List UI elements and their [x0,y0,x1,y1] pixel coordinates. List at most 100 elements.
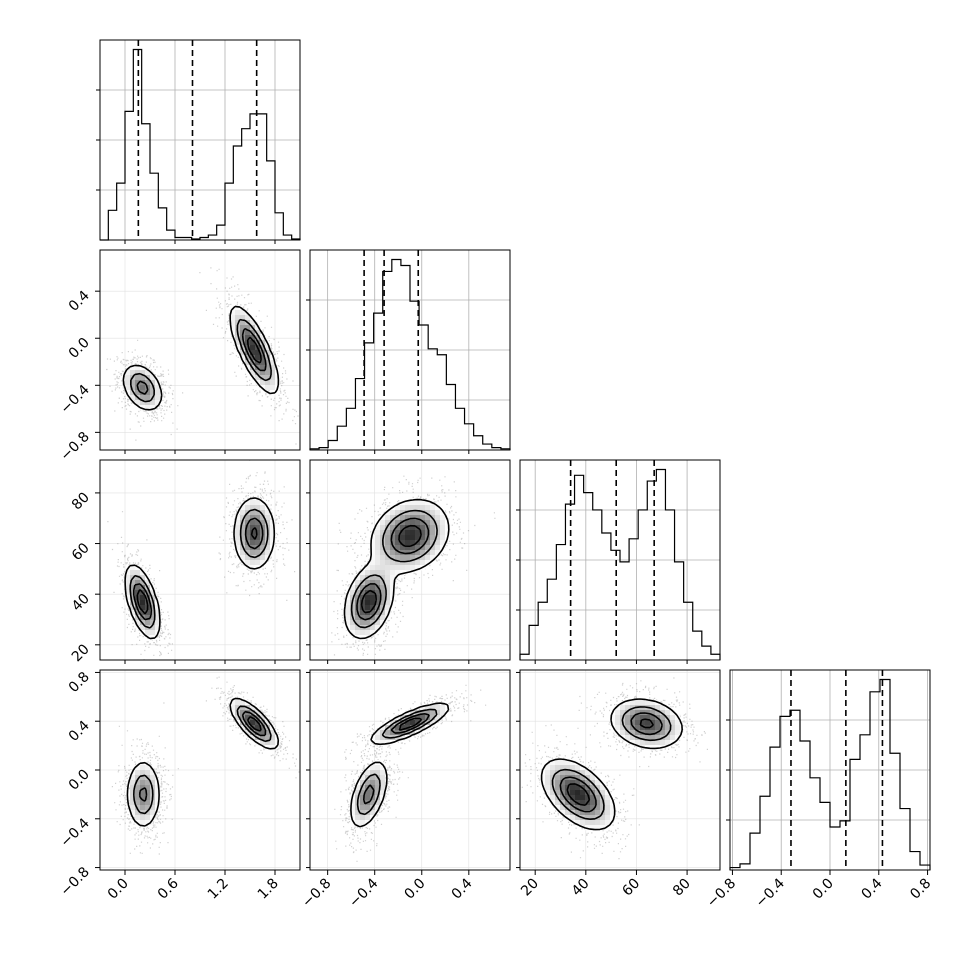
density-cell [390,545,396,551]
density-cell [235,525,241,531]
density-cell [240,310,246,316]
density-cell [360,575,366,581]
density-cell [360,820,366,826]
density-cell [355,785,361,791]
density-cell [230,315,236,321]
density-cell [155,610,161,616]
density-cell [265,365,271,371]
density-cell [385,510,391,516]
density-cell [600,800,606,806]
density-cell [605,795,611,801]
density-cell [155,795,161,801]
density-cell [430,540,436,546]
density-cell [130,595,136,601]
density-cell [555,800,561,806]
density-cell [630,720,636,726]
density-cell [405,560,411,566]
density-cell [240,320,246,326]
density-cell [565,810,571,816]
density-cell [390,580,396,586]
density-cell [655,735,661,741]
density-cell [145,770,151,776]
density-cell [665,740,671,746]
density-cell [400,545,406,551]
density-cell [400,725,406,731]
density-cell [375,790,381,796]
density-cell [440,525,446,531]
density-cell [370,765,376,771]
density-cell [395,515,401,521]
density-cell [270,730,276,736]
density-cell [390,590,396,596]
density-cell [550,795,556,801]
density-cell [385,550,391,556]
density-cell [605,805,611,811]
density-cell [570,785,576,791]
density-cell [380,795,386,801]
density-cell [565,795,571,801]
y-tick-label: 0.0 [66,767,93,794]
density-cell [555,775,561,781]
density-cell [375,525,381,531]
density-cell [235,530,241,536]
y-tick-label: 20 [69,641,93,665]
density-cell [150,625,156,631]
density-cell [570,770,576,776]
density-cell [580,775,586,781]
density-cell [230,710,236,716]
density-cell [420,725,426,731]
density-cell [360,775,366,781]
density-cell [425,510,431,516]
density-cell [550,790,556,796]
density-cell [385,590,391,596]
density-cell [140,580,146,586]
density-cell [385,600,391,606]
density-cell [360,805,366,811]
density-cell [660,710,666,716]
density-cell [385,540,391,546]
density-cell [145,615,151,621]
density-cell [400,565,406,571]
density-cell [400,735,406,741]
density-cell [380,545,386,551]
density-cell [145,800,151,806]
density-cell [360,630,366,636]
density-cell [355,810,361,816]
density-cell [250,565,256,571]
density-cell [245,330,251,336]
density-cell [590,825,596,831]
density-cell [135,580,141,586]
density-cell [640,700,646,706]
density-cell [135,620,141,626]
density-cell [375,580,381,586]
density-cell [255,730,261,736]
density-cell [360,620,366,626]
density-cell [670,710,676,716]
density-cell [585,805,591,811]
contour-line [138,710,267,802]
panel-content [100,670,300,870]
density-cell [425,550,431,556]
density-cell [375,740,381,746]
density-cell [635,715,641,721]
density-cell [125,590,131,596]
density-cell [260,735,266,741]
density-cell [560,780,566,786]
density-cell [350,810,356,816]
density-cell [240,535,246,541]
density-cell [135,815,141,821]
y-tick-label: 80 [69,489,93,513]
density-cell [150,605,156,611]
density-cell [380,790,386,796]
density-cell [640,725,646,731]
density-cell [125,370,131,376]
density-cell [130,790,136,796]
density-cell [590,815,596,821]
density-cell [135,810,141,816]
density-cell [585,785,591,791]
density-cell [390,525,396,531]
panel-content [100,460,300,660]
density-cell [410,510,416,516]
density-cell [235,705,241,711]
density-cell [380,525,386,531]
